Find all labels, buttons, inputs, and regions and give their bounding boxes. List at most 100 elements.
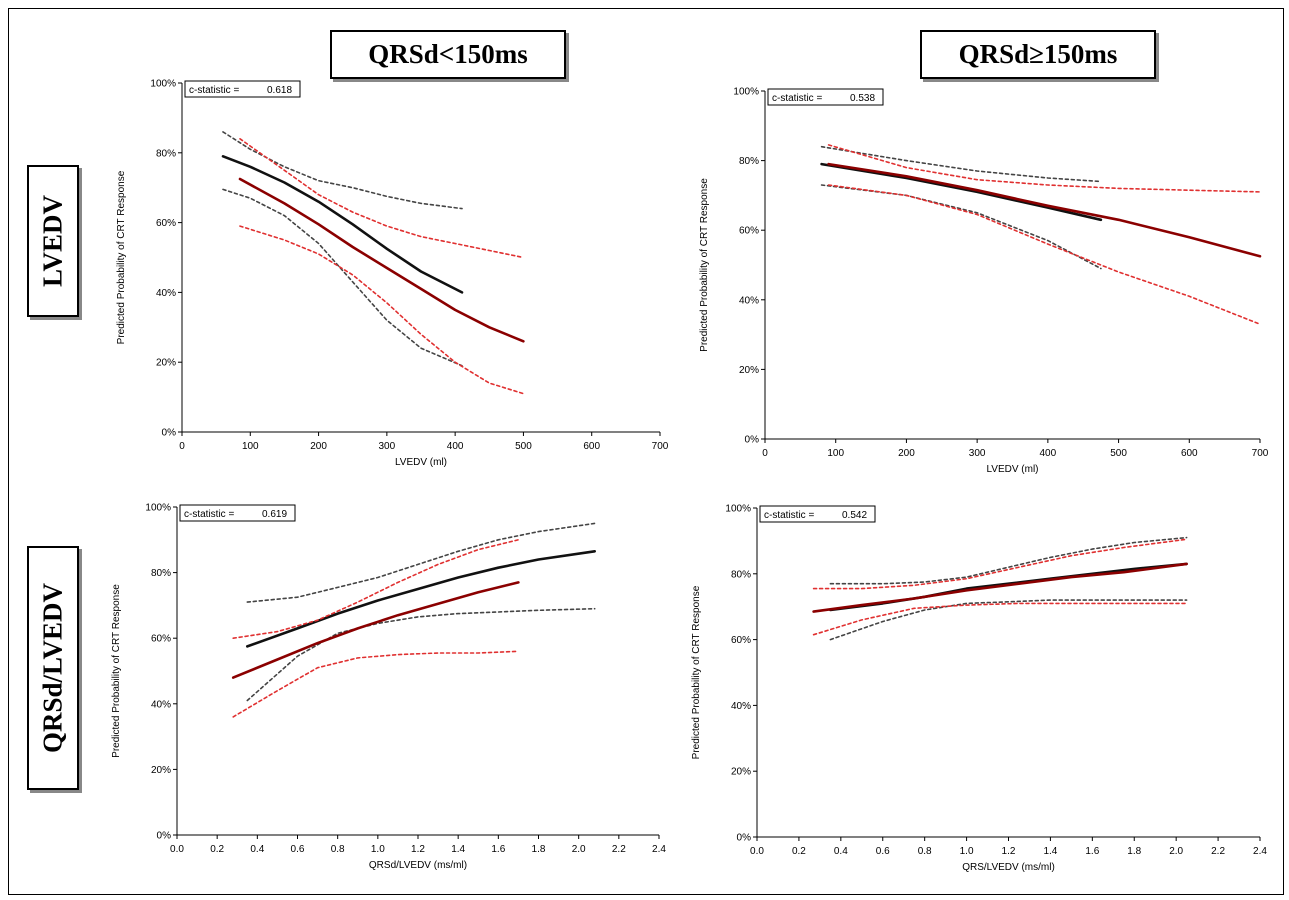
- chart-ratio-qrsd-lt-150: 0% 20% 40% 60% 80% 100% 0.0 0.2 0.4 0.6 0.8 1.0 1.2 1…: [111, 503, 666, 872]
- series-line-red: [827, 162, 1262, 258]
- y-tick-label: 80%: [731, 569, 751, 580]
- y-tick-label: 100%: [725, 504, 751, 515]
- x-tick-label: 1.2: [1002, 846, 1016, 857]
- series-line-dotted-black: [246, 607, 596, 702]
- series-line-dotted-red: [239, 225, 525, 395]
- y-axis-label: Predicted Probability of CRT Response: [691, 585, 702, 759]
- x-tick-label: 1.8: [532, 844, 546, 855]
- chart-lvedv-qrsd-lt-150: 0% 20% 40% 60% 80% 100% 0 100 200 300 400 500 600 700…: [116, 79, 669, 469]
- y-tick-label: 100%: [733, 87, 759, 98]
- y-tick-label: 0%: [745, 435, 760, 446]
- x-tick-label: 700: [1252, 448, 1269, 459]
- c-statistic-box: [184, 80, 301, 98]
- series-line-dotted-black: [829, 536, 1188, 585]
- c-statistic-label: c-statistic =: [772, 93, 822, 104]
- x-tick-label: 2.2: [1211, 846, 1225, 857]
- y-tick-label: 80%: [156, 148, 176, 159]
- x-tick-label: 400: [1040, 448, 1057, 459]
- c-statistic-value: 0.619: [262, 509, 287, 520]
- x-tick-label: 0: [179, 441, 185, 452]
- series-line-black: [221, 155, 464, 294]
- x-tick-label: 1.6: [491, 844, 505, 855]
- y-tick-label: 80%: [739, 156, 759, 167]
- x-tick-label: 600: [583, 441, 600, 452]
- series-line-black: [246, 549, 597, 648]
- series-line-dotted-red: [827, 184, 1261, 326]
- c-statistic-label: c-statistic =: [764, 510, 814, 521]
- c-statistic-box: [767, 88, 884, 106]
- y-tick-label: 60%: [739, 226, 759, 237]
- y-axis-label: Predicted Probability of CRT Response: [116, 170, 127, 344]
- series-line-dotted-black: [829, 599, 1188, 641]
- x-axis-label: LVEDV (ml): [986, 464, 1038, 475]
- x-axis-label: LVEDV (ml): [395, 457, 447, 468]
- column-header-label: QRSd<150ms: [368, 39, 528, 69]
- x-tick-label: 2.4: [652, 844, 666, 855]
- series-line-red: [238, 177, 525, 343]
- row-header-lvedv: LVEDV: [27, 165, 79, 317]
- y-tick-label: 40%: [739, 295, 759, 306]
- x-tick-label: 300: [969, 448, 986, 459]
- series-line-dotted-red: [232, 650, 520, 718]
- figure-frame: [8, 8, 1284, 895]
- x-tick-label: 1.8: [1127, 846, 1141, 857]
- y-axis-label: Predicted Probability of CRT Response: [699, 178, 710, 352]
- series-line-dotted-black: [222, 188, 463, 367]
- x-tick-label: 0.2: [210, 844, 224, 855]
- series-line-dotted-red: [239, 138, 525, 259]
- x-tick-label: 600: [1181, 448, 1198, 459]
- series-line-dotted-red: [827, 144, 1261, 193]
- c-statistic-box: [179, 504, 296, 522]
- chart-lvedv-qrsd-ge-150: 0% 20% 40% 60% 80% 100% 0 100 200 300 400 500 600 700…: [699, 87, 1269, 476]
- y-tick-label: 40%: [151, 699, 171, 710]
- y-tick-label: 20%: [156, 358, 176, 369]
- x-tick-label: 0.8: [918, 846, 932, 857]
- x-tick-label: 2.0: [572, 844, 586, 855]
- chart-ratio-qrsd-ge-150: 0% 20% 40% 60% 80% 100% 0.0 0.2 0.4 0.6 0.8 1.0 1.2 1…: [691, 504, 1267, 874]
- y-tick-label: 60%: [156, 218, 176, 229]
- y-tick-label: 20%: [151, 765, 171, 776]
- y-tick-label: 0%: [737, 833, 752, 844]
- c-statistic-value: 0.542: [842, 510, 867, 521]
- x-tick-label: 1.0: [960, 846, 974, 857]
- x-tick-label: 0.2: [792, 846, 806, 857]
- x-tick-label: 1.4: [1043, 846, 1057, 857]
- series-line-dotted-red: [812, 602, 1188, 636]
- x-tick-label: 1.4: [451, 844, 465, 855]
- x-tick-label: 2.4: [1253, 846, 1267, 857]
- x-tick-label: 1.6: [1085, 846, 1099, 857]
- x-tick-label: 500: [1110, 448, 1127, 459]
- y-tick-label: 0%: [157, 831, 172, 842]
- series-line-dotted-black: [222, 131, 463, 210]
- x-tick-label: 200: [898, 448, 915, 459]
- x-tick-label: 200: [310, 441, 327, 452]
- y-tick-label: 40%: [156, 288, 176, 299]
- y-tick-label: 20%: [731, 767, 751, 778]
- series-line-dotted-black: [246, 522, 596, 603]
- series-line-red: [812, 562, 1188, 613]
- c-statistic-box: [759, 505, 876, 523]
- x-tick-label: 100: [242, 441, 259, 452]
- x-tick-label: 0.4: [834, 846, 848, 857]
- y-tick-label: 60%: [151, 634, 171, 645]
- row-header-qrsd-lvedv: QRSd/LVEDV: [27, 546, 79, 790]
- x-tick-label: 0.4: [250, 844, 264, 855]
- y-tick-label: 100%: [145, 503, 171, 514]
- column-header-qrsd-ge-150: QRSd≥150ms: [920, 30, 1156, 79]
- x-tick-label: 0.6: [876, 846, 890, 857]
- x-tick-label: 0.8: [331, 844, 345, 855]
- series-line-dotted-red: [232, 538, 520, 640]
- c-statistic-label: c-statistic =: [184, 509, 234, 520]
- c-statistic-label: c-statistic =: [189, 85, 239, 96]
- x-axis-label: QRS/LVEDV (ms/ml): [962, 862, 1055, 873]
- x-tick-label: 400: [447, 441, 464, 452]
- y-tick-label: 100%: [150, 79, 176, 90]
- x-tick-label: 300: [379, 441, 396, 452]
- series-line-dotted-black: [820, 145, 1102, 183]
- x-tick-label: 2.0: [1169, 846, 1183, 857]
- x-tick-label: 2.2: [612, 844, 626, 855]
- column-header-label: QRSd≥150ms: [958, 39, 1118, 69]
- series-line-black: [820, 162, 1103, 222]
- c-statistic-value: 0.618: [267, 85, 292, 96]
- x-tick-label: 500: [515, 441, 532, 452]
